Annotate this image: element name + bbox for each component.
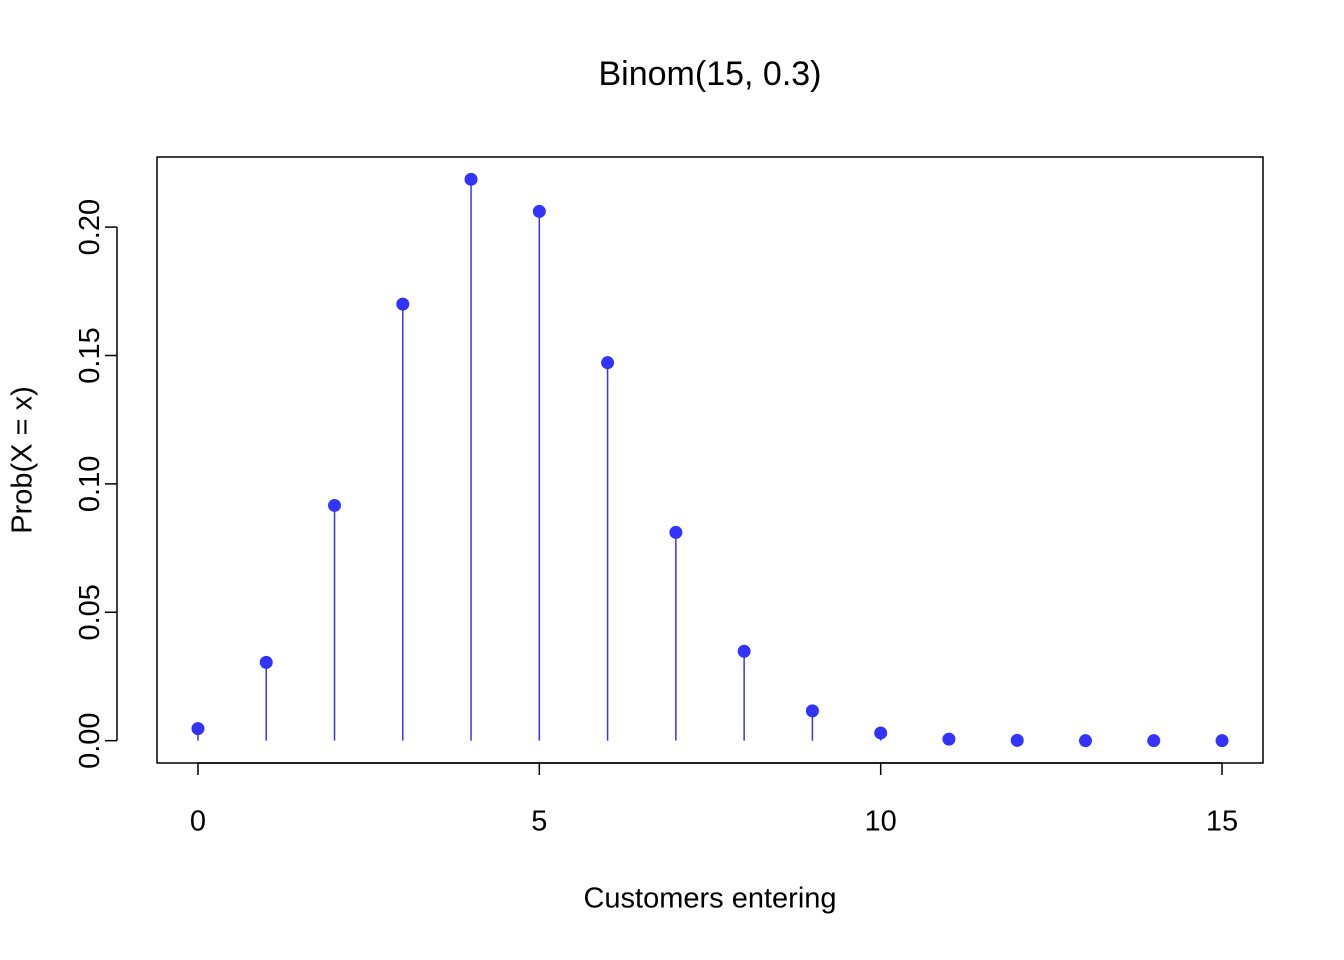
point <box>601 356 615 370</box>
point <box>259 655 273 669</box>
y-tick-label: 0.00 <box>74 712 106 768</box>
x-tick-label: 10 <box>865 806 897 838</box>
y-tick-label: 0.15 <box>74 327 106 383</box>
y-axis-label: Prob(X = x) <box>7 386 39 533</box>
point <box>1147 734 1161 748</box>
x-tick-label: 15 <box>1206 806 1238 838</box>
y-tick-label: 0.05 <box>74 584 106 640</box>
x-tick-label: 5 <box>531 806 547 838</box>
chart-title: Binom(15, 0.3) <box>599 55 822 93</box>
point <box>1215 734 1229 748</box>
point <box>737 644 751 658</box>
point <box>191 722 205 736</box>
point <box>396 297 410 311</box>
x-tick-label: 0 <box>190 806 206 838</box>
point <box>1010 733 1024 747</box>
y-tick-label: 0.10 <box>74 456 106 512</box>
point <box>532 204 546 218</box>
point <box>328 498 342 512</box>
point <box>874 726 888 740</box>
point <box>669 525 683 539</box>
plot-frame <box>156 156 1264 764</box>
y-tick-label: 0.20 <box>74 199 106 255</box>
x-axis-label: Customers entering <box>583 883 836 915</box>
point <box>464 172 478 186</box>
point <box>805 704 819 718</box>
point <box>942 732 956 746</box>
point <box>1078 734 1092 748</box>
